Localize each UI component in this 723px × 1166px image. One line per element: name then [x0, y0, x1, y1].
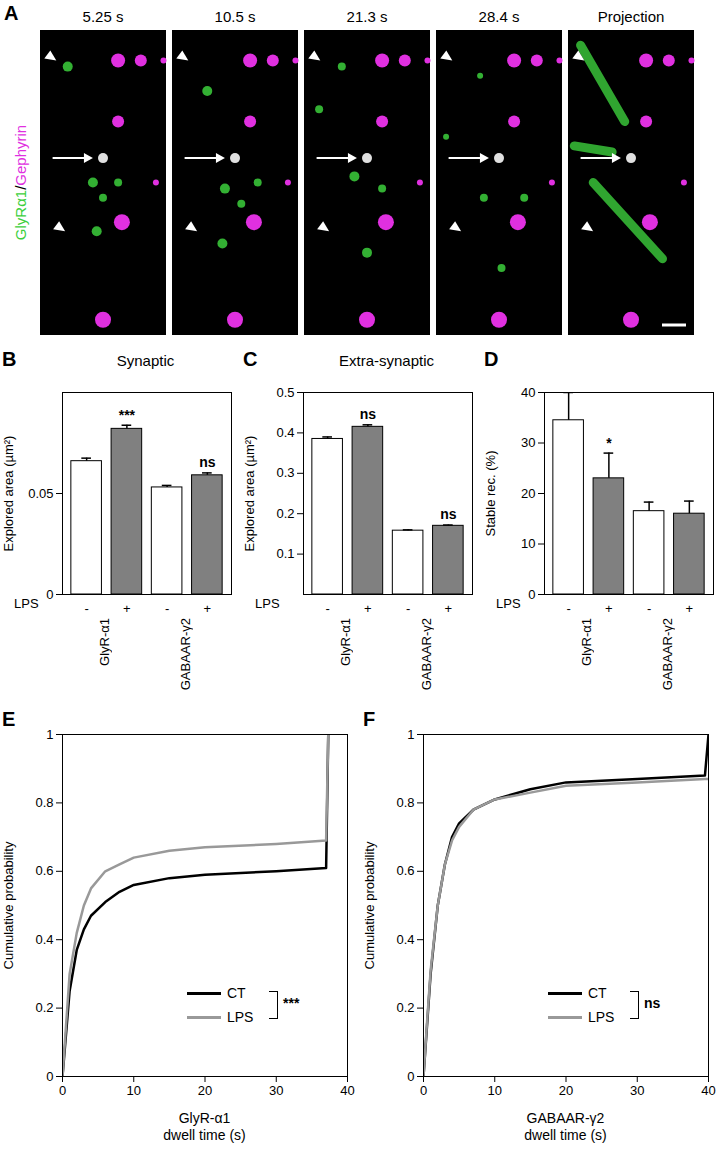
svg-text:Cumulative probability: Cumulative probability — [362, 841, 377, 969]
html-text:D: D — [484, 348, 499, 370]
svg-text:ns: ns — [360, 406, 377, 422]
svg-text:+: + — [204, 601, 212, 616]
html-text:LPS: LPS — [496, 596, 521, 611]
html-text:GlyR-α1 dwell time (s): GlyR-α1 dwell time (s) — [163, 1110, 246, 1143]
html-text:ns: ns — [644, 995, 661, 1011]
svg-text:+: + — [364, 601, 372, 616]
svg-text:40: 40 — [701, 1083, 715, 1098]
svg-text:1: 1 — [46, 727, 53, 742]
svg-text:5.25 s: 5.25 s — [83, 8, 124, 25]
svg-text:20: 20 — [198, 1083, 212, 1098]
svg-text:20: 20 — [521, 486, 535, 501]
svg-text:20: 20 — [559, 1083, 573, 1098]
html-text:B: B — [2, 348, 17, 370]
svg-text:-: - — [406, 601, 410, 616]
html-text:GlyR-α1: GlyR-α1 — [97, 618, 113, 666]
html-text:GABAAR-γ2: GABAAR-γ2 — [177, 618, 193, 691]
svg-text:0.8: 0.8 — [35, 795, 53, 810]
svg-text:-: - — [165, 601, 169, 616]
html-text:LPS: LPS — [14, 596, 39, 611]
svg-text:1: 1 — [407, 727, 414, 742]
svg-text:10: 10 — [488, 1083, 502, 1098]
svg-text:+: + — [123, 601, 131, 616]
html-text:CT: CT — [227, 985, 246, 1001]
svg-text:0.6: 0.6 — [35, 863, 53, 878]
svg-text:30: 30 — [269, 1083, 283, 1098]
svg-text:0.2: 0.2 — [276, 506, 294, 521]
html-text:E: E — [2, 708, 16, 730]
svg-text:0.4: 0.4 — [396, 932, 414, 947]
svg-text:0: 0 — [407, 1069, 414, 1084]
svg-text:0: 0 — [46, 1069, 53, 1084]
svg-text:0.1: 0.1 — [276, 546, 294, 561]
html-text:C: C — [243, 348, 258, 370]
html-text:LPS: LPS — [588, 1009, 615, 1025]
svg-text:Explored area (µm²): Explored area (µm²) — [1, 436, 16, 552]
svg-text:40: 40 — [521, 385, 535, 400]
svg-text:0: 0 — [528, 587, 535, 602]
svg-text:+: + — [686, 601, 694, 616]
svg-text:30: 30 — [630, 1083, 644, 1098]
html-text:Synaptic: Synaptic — [116, 352, 175, 369]
svg-text:0: 0 — [46, 587, 53, 602]
svg-text:ns: ns — [199, 454, 216, 470]
svg-text:40: 40 — [340, 1083, 354, 1098]
svg-text:***: *** — [119, 407, 136, 423]
html-text:GABAAR-γ2: GABAAR-γ2 — [418, 618, 434, 691]
svg-text:Stable rec. (%): Stable rec. (%) — [483, 451, 498, 537]
svg-text:0.5: 0.5 — [276, 385, 294, 400]
svg-text:0.6: 0.6 — [396, 863, 414, 878]
svg-text:30: 30 — [521, 435, 535, 450]
svg-text:10: 10 — [127, 1083, 141, 1098]
svg-text:0.4: 0.4 — [276, 425, 294, 440]
svg-text:GlyRα1/Gephyrin: GlyRα1/Gephyrin — [12, 125, 29, 240]
svg-text:0.2: 0.2 — [396, 1000, 414, 1015]
html-text:LPS: LPS — [227, 1009, 254, 1025]
svg-text:0.8: 0.8 — [396, 795, 414, 810]
html-text:A: A — [4, 2, 19, 24]
svg-text:*: * — [606, 435, 612, 451]
svg-text:-: - — [647, 601, 651, 616]
html-text:GABAAR-γ2 dwell time (s): GABAAR-γ2 dwell time (s) — [524, 1110, 607, 1143]
svg-text:0.05: 0.05 — [28, 486, 53, 501]
html-text:GlyR-α1: GlyR-α1 — [338, 618, 354, 666]
svg-text:0.3: 0.3 — [276, 465, 294, 480]
svg-text:-: - — [566, 601, 570, 616]
svg-text:+: + — [445, 601, 453, 616]
svg-text:-: - — [84, 601, 88, 616]
svg-text:ns: ns — [440, 506, 457, 522]
svg-text:21.3 s: 21.3 s — [347, 8, 388, 25]
svg-text:Cumulative probability: Cumulative probability — [1, 841, 16, 969]
html-text:F: F — [363, 708, 376, 730]
svg-text:Explored area (µm²): Explored area (µm²) — [242, 436, 257, 552]
html-text:CT: CT — [588, 985, 607, 1001]
html-text:GlyR-α1: GlyR-α1 — [579, 618, 595, 666]
html-text:Extra-synaptic: Extra-synaptic — [339, 352, 434, 369]
svg-text:0: 0 — [59, 1083, 66, 1098]
svg-text:-: - — [325, 601, 329, 616]
html-text:LPS: LPS — [255, 596, 280, 611]
svg-text:28.4 s: 28.4 s — [479, 8, 520, 25]
svg-text:10.5 s: 10.5 s — [215, 8, 256, 25]
html-text:GABAAR-γ2: GABAAR-γ2 — [659, 618, 675, 691]
svg-text:Projection: Projection — [598, 8, 665, 25]
svg-text:+: + — [605, 601, 613, 616]
svg-text:0: 0 — [420, 1083, 427, 1098]
svg-text:10: 10 — [521, 536, 535, 551]
svg-text:0.2: 0.2 — [35, 1000, 53, 1015]
svg-text:0.4: 0.4 — [35, 932, 53, 947]
